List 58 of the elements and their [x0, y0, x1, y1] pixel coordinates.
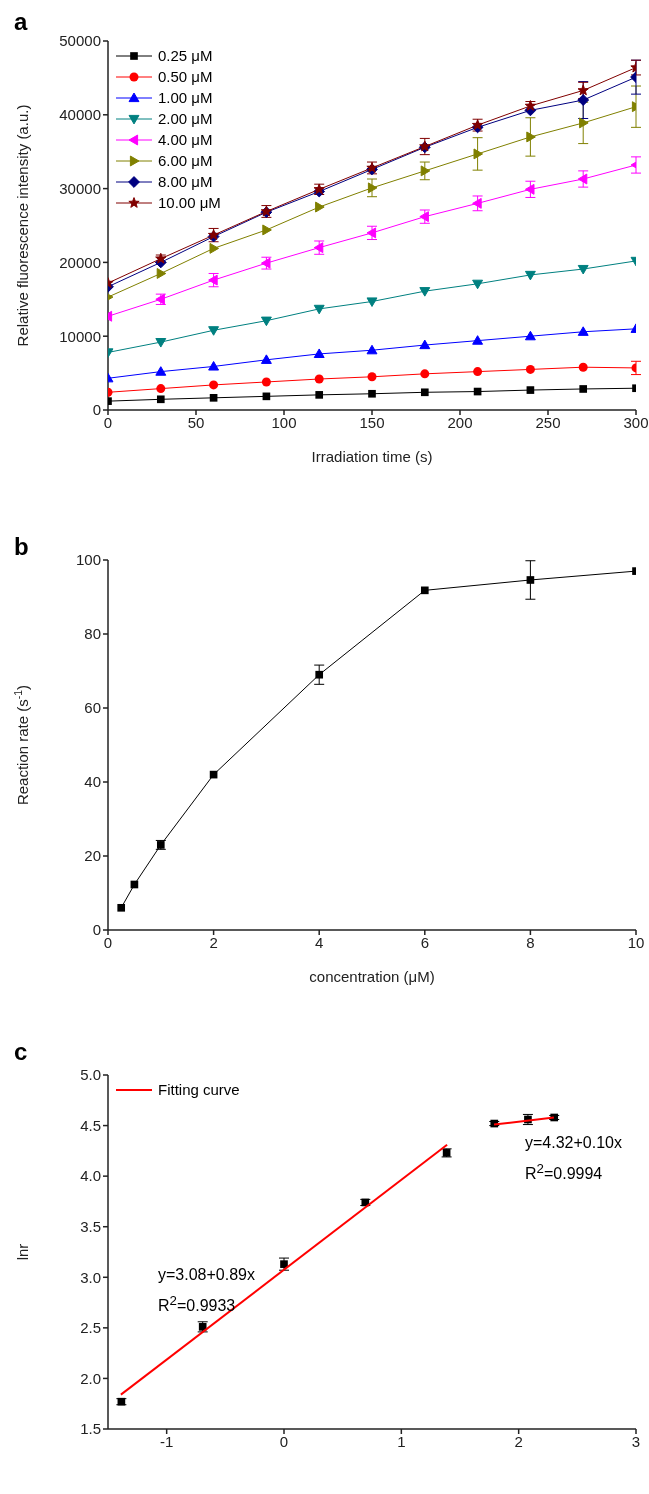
x-tick-label: 4: [315, 933, 324, 951]
chart-title: a: [14, 8, 28, 36]
y-tick-label: 10000: [59, 327, 101, 345]
y-tick-label: 1.5: [80, 1420, 101, 1438]
x-tick-label: 10: [627, 933, 645, 951]
x-tick-label: 0: [103, 413, 113, 431]
x-tick-label: -1: [159, 1432, 174, 1450]
x-tick-label: 6: [420, 933, 429, 951]
y-tick-label: 2.5: [80, 1319, 101, 1337]
x-tick-label: 50: [187, 413, 205, 431]
y-tick-label: 0: [92, 401, 101, 419]
legend-label: 0.25 μM: [158, 46, 213, 66]
annotation: y=4.32+0.10x: [525, 1134, 622, 1152]
annotation: R$^{2}$=0.9994: [525, 1161, 603, 1184]
legend-label: 8.00 μM: [158, 172, 213, 192]
x-axis-title: concentration (μM): [309, 968, 435, 985]
x-tick-label: 1: [397, 1432, 406, 1450]
x-tick-label: 0: [279, 1432, 289, 1450]
legend-label: Fitting curve: [158, 1080, 240, 1100]
chart-title: b: [14, 533, 29, 561]
y-tick-label: 80: [84, 625, 101, 643]
y-tick-label: 30000: [59, 179, 101, 197]
y-tick-label: 4.5: [80, 1116, 101, 1134]
annotation: y=3.08+0.89x: [158, 1266, 255, 1284]
x-tick-label: 2: [209, 933, 218, 951]
x-tick-label: 8: [526, 933, 535, 951]
y-tick-label: 2.0: [80, 1369, 101, 1387]
legend-label: 0.50 μM: [158, 67, 213, 87]
y-tick-label: 100: [75, 551, 101, 569]
x-tick-label: 150: [359, 413, 385, 431]
legend-label: 6.00 μM: [158, 151, 213, 171]
y-tick-label: 0: [92, 921, 101, 939]
x-tick-label: 100: [271, 413, 297, 431]
y-tick-label: 20: [84, 847, 101, 865]
y-axis-title: Relative fluorescence intensity (a.u.): [14, 104, 31, 347]
x-tick-label: 250: [535, 413, 561, 431]
x-tick-label: 0: [103, 933, 113, 951]
annotation: R$^{2}$=0.9933: [158, 1293, 236, 1316]
y-tick-label: 3.5: [80, 1218, 101, 1236]
x-tick-label: 3: [631, 1432, 641, 1450]
x-tick-label: 200: [447, 413, 473, 431]
legend-label: 1.00 μM: [158, 88, 213, 108]
y-tick-label: 4.0: [80, 1167, 101, 1185]
x-axis-title: Irradiation time (s): [311, 448, 433, 465]
x-tick-label: 300: [623, 413, 649, 431]
legend-label: 10.00 μM: [158, 193, 221, 213]
y-axis-title: lnr: [14, 1243, 31, 1261]
y-tick-label: 3.0: [80, 1268, 101, 1286]
y-tick-label: 50000: [59, 32, 101, 50]
y-tick-label: 60: [84, 699, 101, 717]
chart-title: c: [14, 1038, 28, 1066]
y-tick-label: 40: [84, 773, 101, 791]
y-tick-label: 5.0: [80, 1066, 101, 1084]
x-tick-label: 2: [514, 1432, 523, 1450]
y-tick-label: 40000: [59, 106, 101, 124]
y-tick-label: 20000: [59, 253, 101, 271]
legend-label: 4.00 μM: [158, 130, 213, 150]
legend-label: 2.00 μM: [158, 109, 213, 129]
